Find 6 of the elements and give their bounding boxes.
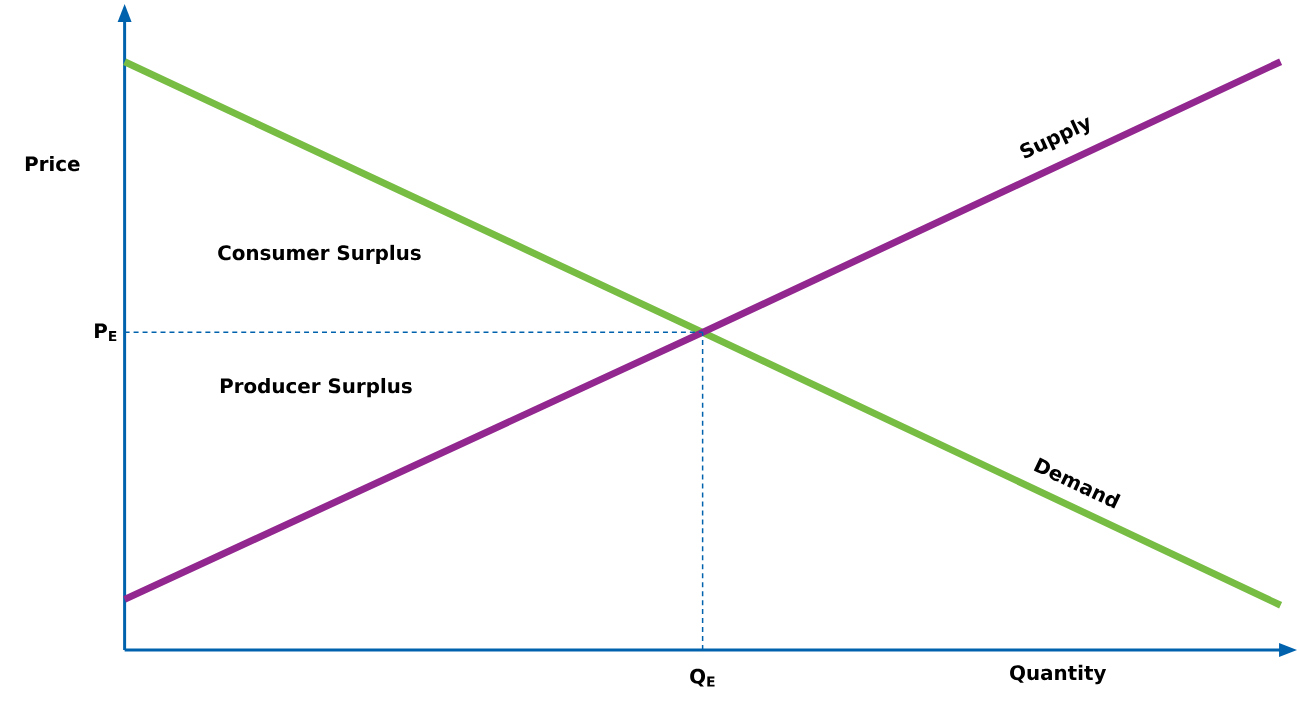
x-axis-title: Quantity: [1010, 664, 1107, 685]
y-axis-title: Price: [25, 155, 80, 172]
annotation: Consumer Surplus: [218, 244, 421, 265]
text: Q$_{E}$: [690, 668, 715, 687]
annotation: Producer Surplus: [220, 378, 412, 398]
ref-line-label: P$_{E}$: [95, 323, 117, 342]
